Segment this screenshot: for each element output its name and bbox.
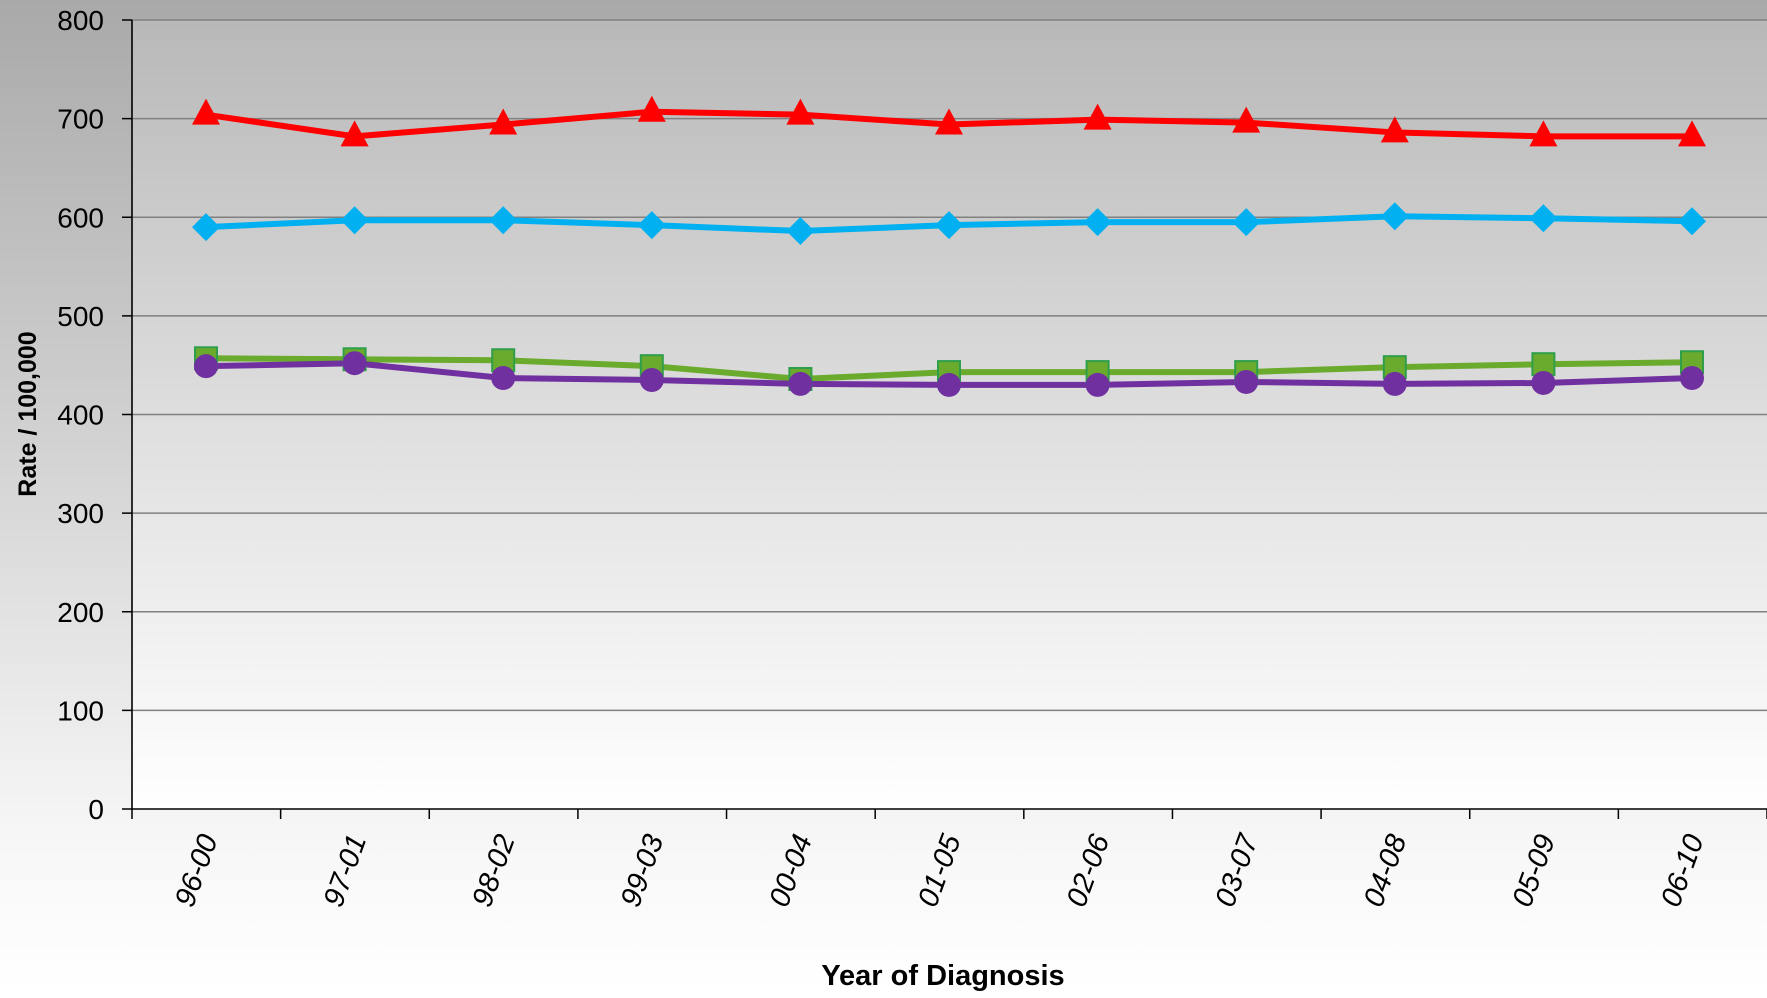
data-point-triangle (637, 95, 666, 122)
data-point-diamond (1678, 207, 1706, 236)
data-point-triangle (1380, 116, 1409, 143)
data-point-triangle (1232, 106, 1261, 133)
y-tick-label: 800 (57, 5, 104, 36)
data-point-diamond (637, 211, 666, 240)
data-point-triangle (192, 98, 220, 125)
data-point-diamond (489, 206, 518, 235)
data-point-diamond (1529, 204, 1558, 233)
data-point-triangle (935, 108, 963, 135)
y-tick-label: 600 (57, 202, 104, 233)
y-axis-label: Rate / 100,000 (14, 331, 42, 496)
data-point-triangle (489, 108, 518, 135)
y-tick-label: 700 (57, 104, 104, 135)
data-point-triangle (786, 98, 815, 125)
data-point-circle (1234, 369, 1259, 394)
data-point-diamond (192, 213, 220, 242)
data-point-triangle (340, 120, 369, 147)
data-point-diamond (1083, 208, 1112, 237)
x-axis-label: Year of Diagnosis (821, 960, 1064, 992)
data-point-circle (491, 366, 516, 391)
data-point-triangle (1678, 120, 1706, 147)
y-tick-label: 0 (88, 794, 104, 825)
data-point-diamond (786, 217, 815, 246)
data-point-circle (788, 371, 813, 396)
data-point-circle (342, 351, 367, 376)
data-point-diamond (1232, 208, 1261, 237)
data-point-circle (1531, 370, 1556, 395)
data-point-diamond (1380, 202, 1409, 231)
data-point-diamond (935, 211, 963, 240)
data-point-circle (194, 354, 218, 379)
y-tick-label: 200 (57, 597, 104, 628)
data-point-triangle (1529, 120, 1558, 147)
data-point-triangle (1083, 103, 1112, 130)
y-tick-label: 500 (57, 301, 104, 332)
y-tick-label: 400 (57, 400, 104, 431)
y-tick-label: 300 (57, 498, 104, 529)
data-point-diamond (340, 206, 369, 235)
data-point-circle (1382, 371, 1407, 396)
data-point-circle (639, 367, 664, 392)
data-point-circle (937, 372, 961, 397)
data-point-circle (1085, 372, 1110, 397)
data-point-circle (1680, 366, 1704, 391)
y-tick-label: 100 (57, 695, 104, 726)
